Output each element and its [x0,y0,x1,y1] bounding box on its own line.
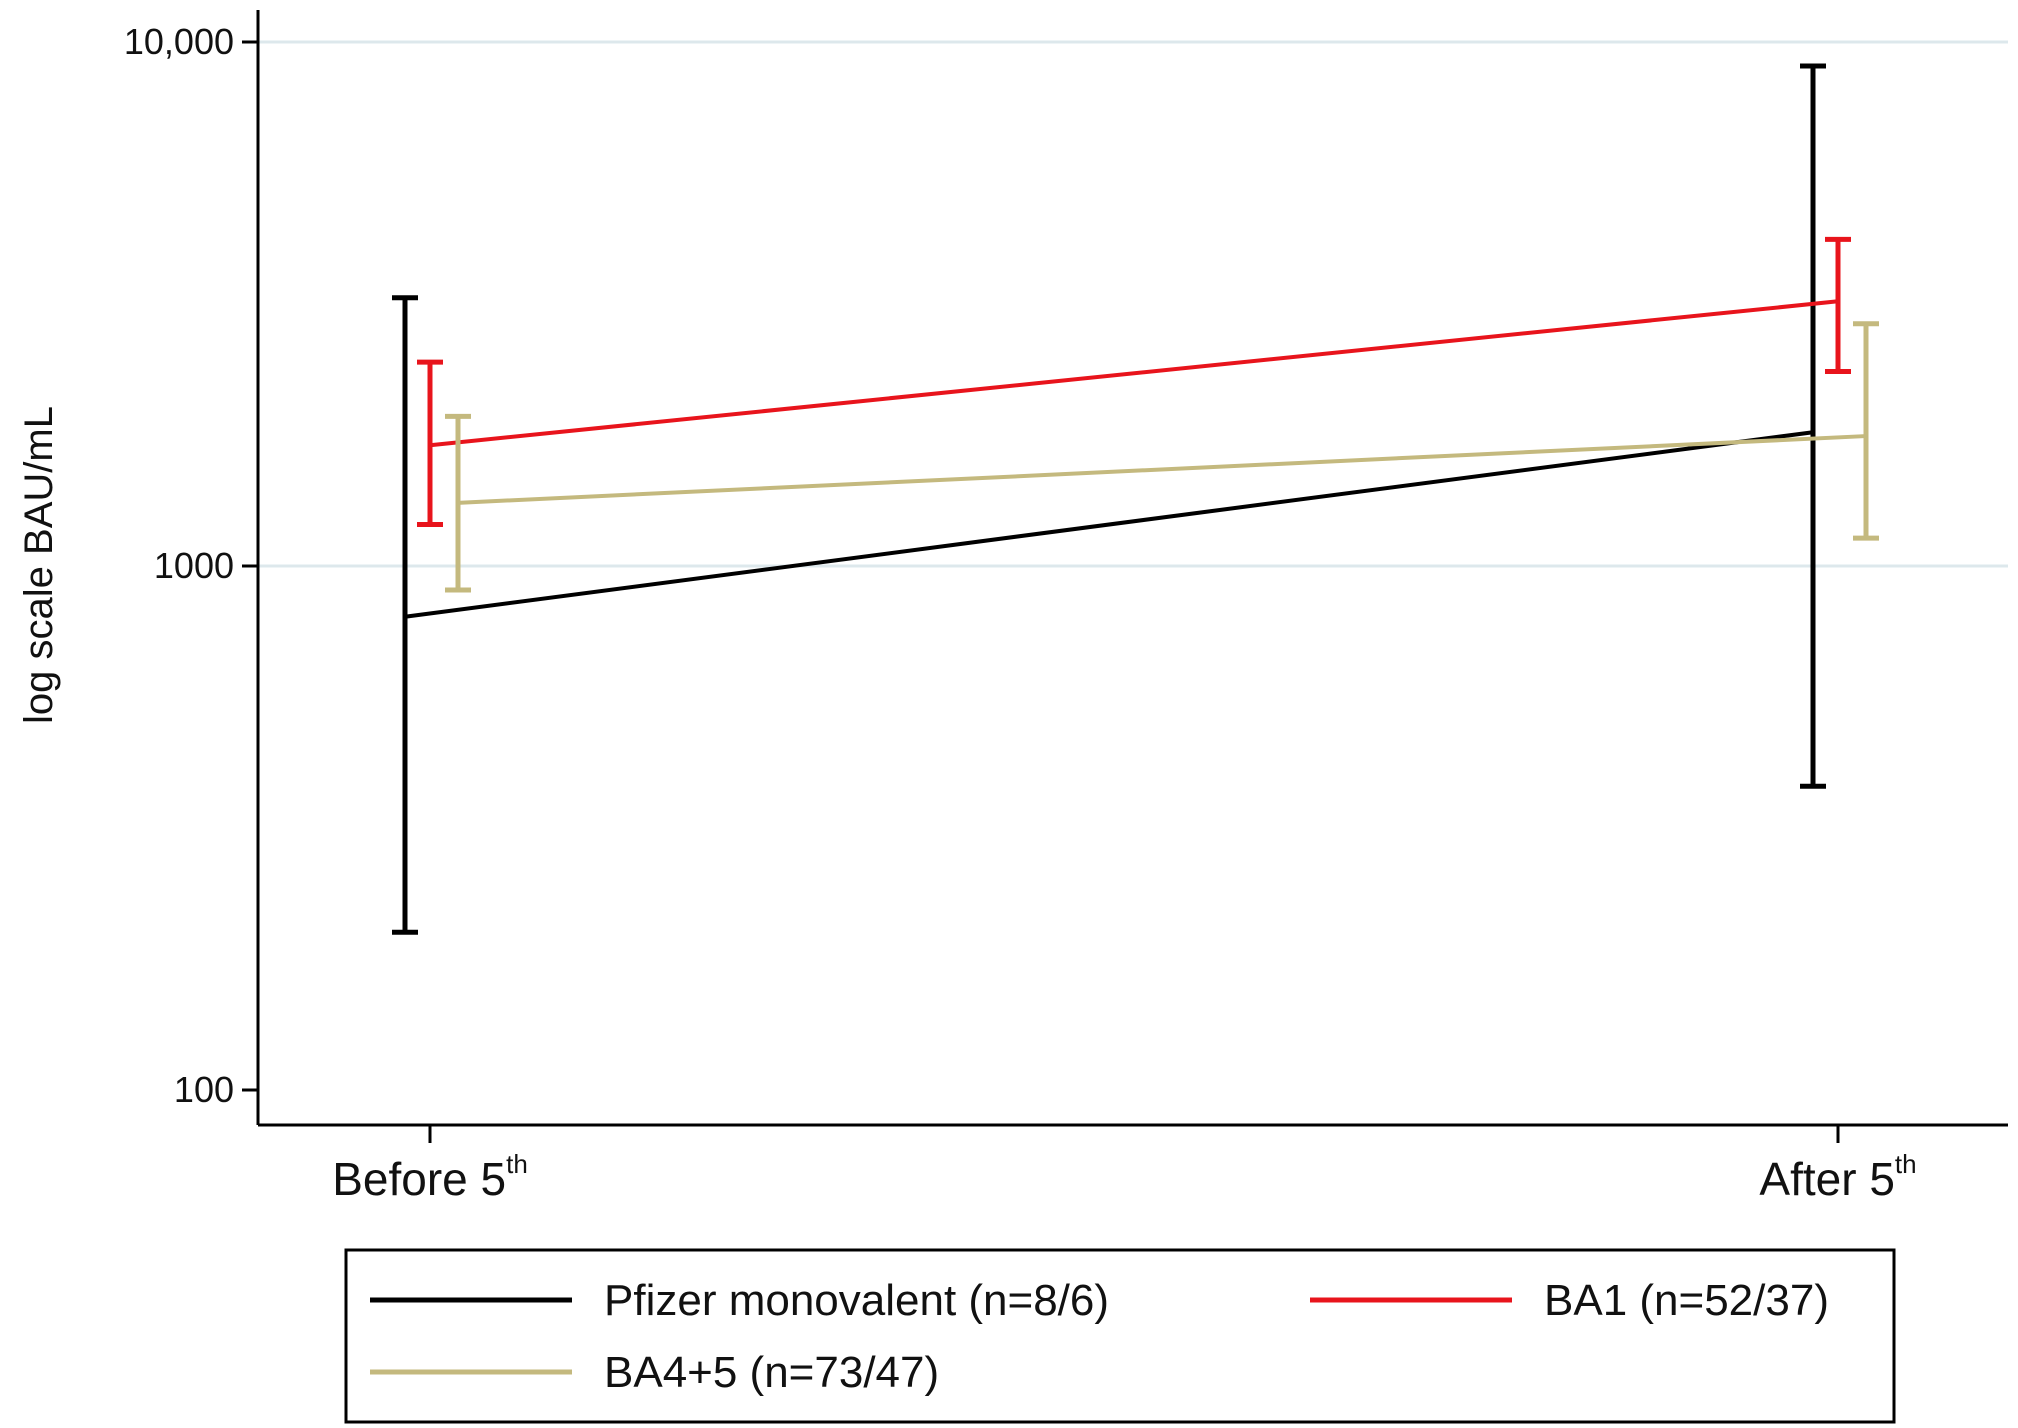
legend-item: Pfizer monovalent (n=8/6) [370,1276,1109,1325]
y-tick-label: 10,000 [124,21,234,62]
series-3 [445,321,1879,593]
grid-lines [258,40,2008,568]
y-axis-label: log scale BAU/mL [17,406,61,724]
legend: Pfizer monovalent (n=8/6) BA1 (n=52/37) BA… [344,1248,1896,1424]
series-line [429,299,1839,448]
series-line [404,430,1814,619]
y-tick-label: 1000 [154,545,234,586]
axes: 100 1000 10,000 Before 5th After 5th [124,10,2008,1205]
y-tick-label: 100 [174,1069,234,1110]
legend-box [344,1248,1896,1424]
x-tick-label: After 5th [1759,1149,1916,1205]
x-tick-label: Before 5th [332,1149,528,1205]
error-bar [445,413,471,593]
series-1 [392,63,1826,935]
series-2 [417,236,1851,528]
legend-label: BA1 (n=52/37) [1544,1276,1829,1325]
legend-item: BA4+5 (n=73/47) [370,1348,939,1397]
legend-item: BA1 (n=52/37) [1310,1276,1829,1325]
error-bar [1800,63,1826,789]
error-bar [1853,321,1879,541]
error-bar [392,295,418,935]
legend-label: BA4+5 (n=73/47) [604,1348,939,1397]
error-bar [417,359,443,528]
error-bar [1825,236,1851,375]
series-layer [392,63,1879,935]
legend-label: Pfizer monovalent (n=8/6) [604,1276,1109,1325]
series-line [457,434,1867,505]
